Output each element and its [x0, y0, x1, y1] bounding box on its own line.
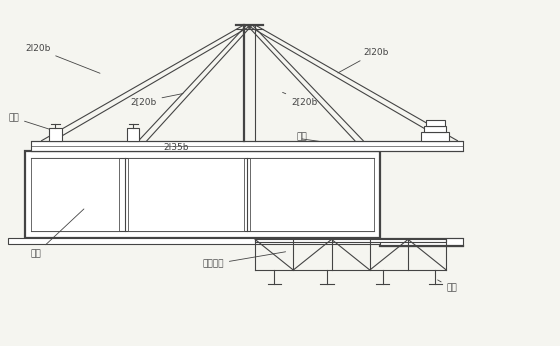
Bar	[127, 128, 139, 141]
Text: 架体: 架体	[30, 209, 84, 258]
Bar	[250, 158, 374, 231]
Text: 2[20b: 2[20b	[283, 92, 318, 106]
Bar	[49, 128, 62, 141]
Bar	[255, 239, 446, 242]
Bar	[8, 238, 380, 244]
Text: 走板: 走板	[297, 133, 307, 142]
Text: 锶杆: 锶杆	[8, 113, 53, 130]
Bar	[424, 126, 446, 133]
Bar	[25, 151, 380, 238]
Text: 2I20b: 2I20b	[25, 44, 100, 73]
Text: 吊杆: 吊杆	[438, 280, 457, 292]
Text: 2I20b: 2I20b	[338, 48, 389, 73]
Bar	[421, 133, 449, 141]
Bar	[426, 120, 445, 126]
Bar	[30, 158, 119, 231]
Bar	[30, 141, 463, 151]
Text: 2[20b: 2[20b	[130, 93, 183, 106]
Text: 2I35b: 2I35b	[164, 143, 189, 152]
Bar	[128, 158, 244, 231]
Text: 底模桦片: 底模桦片	[202, 252, 286, 268]
Bar	[380, 238, 463, 246]
